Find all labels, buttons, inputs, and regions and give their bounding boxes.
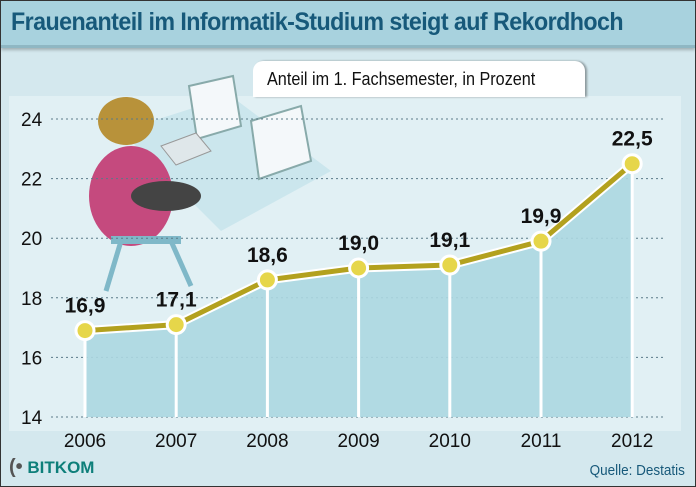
data-label: 19,1 xyxy=(429,229,470,252)
y-tick-label: 22 xyxy=(21,170,42,191)
data-label: 19,9 xyxy=(521,205,562,228)
data-point xyxy=(74,320,96,342)
data-label: 17,1 xyxy=(156,289,197,312)
title-bar: Frauenanteil im Informatik-Studium steig… xyxy=(1,1,695,48)
bitkom-logo: (• BITKOM xyxy=(9,456,94,479)
data-label: 22,5 xyxy=(612,128,653,151)
chart-title: Frauenanteil im Informatik-Studium steig… xyxy=(11,8,624,36)
woman-at-computer-illustration xyxy=(89,74,331,292)
subtitle-tab: Anteil im 1. Fachsemester, in Prozent xyxy=(253,61,585,97)
x-tick-label: 2012 xyxy=(611,431,653,452)
data-point xyxy=(348,257,370,279)
y-tick-label: 14 xyxy=(21,408,43,429)
x-tick-label: 2009 xyxy=(337,431,379,452)
data-point xyxy=(621,153,643,175)
source-note: Quelle: Destatis xyxy=(589,462,685,479)
y-tick-label: 18 xyxy=(21,289,42,310)
data-point xyxy=(256,269,278,291)
data-label: 18,6 xyxy=(247,244,288,267)
y-tick-label: 16 xyxy=(21,348,42,369)
chart-subtitle: Anteil im 1. Fachsemester, in Prozent xyxy=(267,69,536,89)
data-label: 19,0 xyxy=(338,232,379,255)
x-tick-label: 2010 xyxy=(429,431,471,452)
y-tick-label: 24 xyxy=(21,110,43,131)
data-label: 16,9 xyxy=(65,295,106,318)
x-tick-label: 2007 xyxy=(155,431,197,452)
data-point xyxy=(530,230,552,252)
logo-mark-icon: (• xyxy=(9,456,23,478)
x-tick-label: 2006 xyxy=(64,431,106,452)
logo-text: BITKOM xyxy=(27,458,95,477)
x-tick-label: 2008 xyxy=(246,431,288,452)
data-point xyxy=(165,314,187,336)
data-point xyxy=(439,254,461,276)
y-tick-label: 20 xyxy=(21,229,42,250)
x-tick-label: 2011 xyxy=(521,431,562,452)
